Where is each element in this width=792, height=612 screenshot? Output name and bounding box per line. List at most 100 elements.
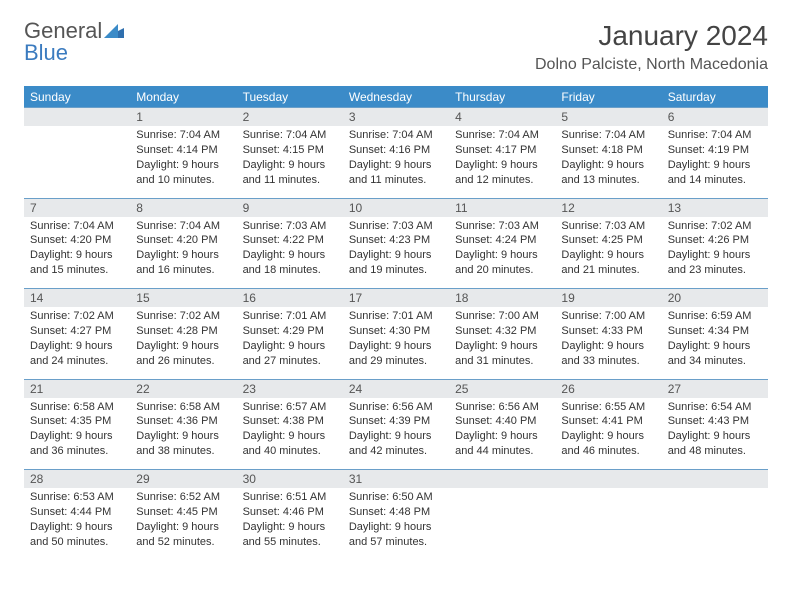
day-info: Sunrise: 6:58 AMSunset: 4:35 PMDaylight:… — [24, 398, 130, 465]
day-info — [24, 126, 130, 134]
day-cell: Sunrise: 7:04 AMSunset: 4:17 PMDaylight:… — [449, 126, 555, 198]
daynum-cell: 29 — [130, 470, 236, 489]
day-info: Sunrise: 7:04 AMSunset: 4:16 PMDaylight:… — [343, 126, 449, 193]
weekday-header: Monday — [130, 87, 236, 108]
day-cell: Sunrise: 7:02 AMSunset: 4:26 PMDaylight:… — [662, 217, 768, 289]
daynum-cell: 1 — [130, 108, 236, 127]
day-cell: Sunrise: 6:59 AMSunset: 4:34 PMDaylight:… — [662, 307, 768, 379]
day-cell: Sunrise: 7:00 AMSunset: 4:32 PMDaylight:… — [449, 307, 555, 379]
daynum-cell: 2 — [237, 108, 343, 127]
day-number: 26 — [555, 380, 661, 398]
day-cell: Sunrise: 6:50 AMSunset: 4:48 PMDaylight:… — [343, 488, 449, 560]
day-number: 7 — [24, 199, 130, 217]
day-cell: Sunrise: 7:02 AMSunset: 4:27 PMDaylight:… — [24, 307, 130, 379]
day-cell: Sunrise: 7:03 AMSunset: 4:24 PMDaylight:… — [449, 217, 555, 289]
info-row: Sunrise: 6:58 AMSunset: 4:35 PMDaylight:… — [24, 398, 768, 470]
day-cell: Sunrise: 7:03 AMSunset: 4:22 PMDaylight:… — [237, 217, 343, 289]
day-info: Sunrise: 7:02 AMSunset: 4:26 PMDaylight:… — [662, 217, 768, 284]
day-number: 13 — [662, 199, 768, 217]
daynum-cell: 23 — [237, 379, 343, 398]
day-number: 5 — [555, 108, 661, 126]
daynum-cell: 11 — [449, 198, 555, 217]
day-number — [662, 470, 768, 474]
day-number — [449, 470, 555, 474]
day-info: Sunrise: 7:04 AMSunset: 4:17 PMDaylight:… — [449, 126, 555, 193]
day-number: 31 — [343, 470, 449, 488]
daynum-cell: 16 — [237, 289, 343, 308]
day-number — [555, 470, 661, 474]
day-number: 15 — [130, 289, 236, 307]
day-number: 22 — [130, 380, 236, 398]
daynum-row: 14151617181920 — [24, 289, 768, 308]
day-cell: Sunrise: 7:04 AMSunset: 4:14 PMDaylight:… — [130, 126, 236, 198]
day-info: Sunrise: 6:59 AMSunset: 4:34 PMDaylight:… — [662, 307, 768, 374]
daynum-row: 123456 — [24, 108, 768, 127]
day-number: 24 — [343, 380, 449, 398]
day-number: 25 — [449, 380, 555, 398]
daynum-cell: 13 — [662, 198, 768, 217]
daynum-cell: 26 — [555, 379, 661, 398]
day-info: Sunrise: 6:56 AMSunset: 4:39 PMDaylight:… — [343, 398, 449, 465]
daynum-cell: 25 — [449, 379, 555, 398]
day-number: 20 — [662, 289, 768, 307]
day-number: 12 — [555, 199, 661, 217]
day-cell: Sunrise: 7:01 AMSunset: 4:29 PMDaylight:… — [237, 307, 343, 379]
day-cell: Sunrise: 6:56 AMSunset: 4:39 PMDaylight:… — [343, 398, 449, 470]
day-number: 17 — [343, 289, 449, 307]
day-cell: Sunrise: 7:04 AMSunset: 4:20 PMDaylight:… — [130, 217, 236, 289]
day-number: 10 — [343, 199, 449, 217]
brand-part2: Blue — [24, 40, 68, 65]
daynum-cell: 17 — [343, 289, 449, 308]
day-number: 4 — [449, 108, 555, 126]
day-cell — [555, 488, 661, 560]
daynum-cell: 10 — [343, 198, 449, 217]
daynum-cell — [449, 470, 555, 489]
info-row: Sunrise: 7:04 AMSunset: 4:20 PMDaylight:… — [24, 217, 768, 289]
day-info: Sunrise: 7:00 AMSunset: 4:32 PMDaylight:… — [449, 307, 555, 374]
day-info: Sunrise: 7:04 AMSunset: 4:15 PMDaylight:… — [237, 126, 343, 193]
day-number: 16 — [237, 289, 343, 307]
daynum-cell: 12 — [555, 198, 661, 217]
day-cell: Sunrise: 7:04 AMSunset: 4:15 PMDaylight:… — [237, 126, 343, 198]
day-info — [555, 488, 661, 496]
day-info: Sunrise: 7:04 AMSunset: 4:14 PMDaylight:… — [130, 126, 236, 193]
daynum-cell: 21 — [24, 379, 130, 398]
daynum-cell: 31 — [343, 470, 449, 489]
day-cell: Sunrise: 7:02 AMSunset: 4:28 PMDaylight:… — [130, 307, 236, 379]
day-cell: Sunrise: 6:58 AMSunset: 4:36 PMDaylight:… — [130, 398, 236, 470]
calendar-table: Sunday Monday Tuesday Wednesday Thursday… — [24, 86, 768, 560]
daynum-cell: 4 — [449, 108, 555, 127]
page-header: General Blue January 2024 Dolno Palciste… — [24, 20, 768, 74]
daynum-cell: 20 — [662, 289, 768, 308]
weekday-header: Thursday — [449, 87, 555, 108]
info-row: Sunrise: 6:53 AMSunset: 4:44 PMDaylight:… — [24, 488, 768, 560]
day-cell: Sunrise: 7:03 AMSunset: 4:25 PMDaylight:… — [555, 217, 661, 289]
day-info: Sunrise: 7:04 AMSunset: 4:20 PMDaylight:… — [24, 217, 130, 284]
day-cell: Sunrise: 7:00 AMSunset: 4:33 PMDaylight:… — [555, 307, 661, 379]
day-cell: Sunrise: 6:57 AMSunset: 4:38 PMDaylight:… — [237, 398, 343, 470]
day-cell: Sunrise: 7:04 AMSunset: 4:19 PMDaylight:… — [662, 126, 768, 198]
daynum-row: 78910111213 — [24, 198, 768, 217]
info-row: Sunrise: 7:02 AMSunset: 4:27 PMDaylight:… — [24, 307, 768, 379]
day-number: 21 — [24, 380, 130, 398]
day-number — [24, 108, 130, 112]
day-cell: Sunrise: 6:55 AMSunset: 4:41 PMDaylight:… — [555, 398, 661, 470]
weekday-header: Tuesday — [237, 87, 343, 108]
day-number: 2 — [237, 108, 343, 126]
weekday-header: Friday — [555, 87, 661, 108]
daynum-cell: 7 — [24, 198, 130, 217]
day-number: 28 — [24, 470, 130, 488]
daynum-cell: 6 — [662, 108, 768, 127]
day-cell — [449, 488, 555, 560]
day-number: 1 — [130, 108, 236, 126]
day-info: Sunrise: 6:58 AMSunset: 4:36 PMDaylight:… — [130, 398, 236, 465]
day-number: 8 — [130, 199, 236, 217]
logo-icon — [104, 18, 124, 43]
day-number: 29 — [130, 470, 236, 488]
daynum-row: 21222324252627 — [24, 379, 768, 398]
day-cell — [24, 126, 130, 198]
daynum-cell: 5 — [555, 108, 661, 127]
daynum-cell: 9 — [237, 198, 343, 217]
day-number: 23 — [237, 380, 343, 398]
day-cell: Sunrise: 6:52 AMSunset: 4:45 PMDaylight:… — [130, 488, 236, 560]
